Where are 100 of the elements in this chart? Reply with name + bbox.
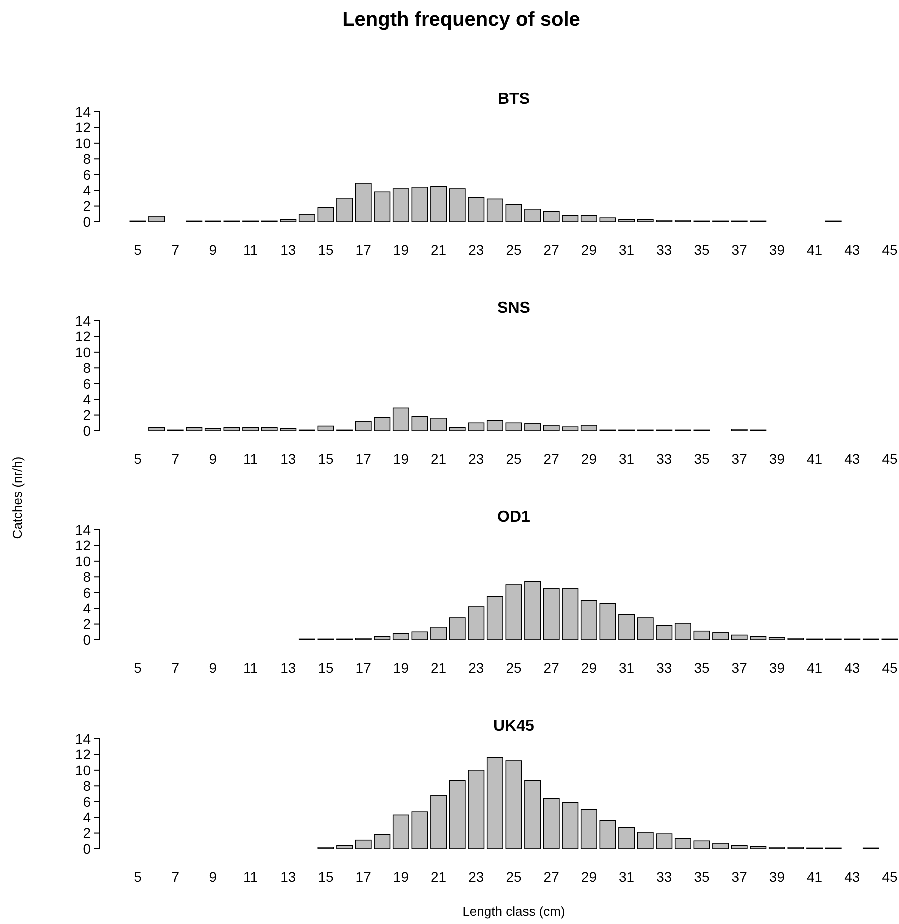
bar [618, 219, 636, 222]
bar [412, 187, 428, 222]
chart-title: OD1 [498, 509, 531, 526]
y-tick-label: 12 [75, 746, 92, 763]
bar [318, 207, 334, 222]
bar [468, 770, 485, 850]
bar [374, 417, 391, 432]
bar [355, 840, 372, 850]
bar [580, 215, 598, 222]
bar [674, 838, 692, 850]
text: Length frequency of sole [342, 9, 580, 31]
bar [562, 426, 579, 432]
y-tick-label: 14 [75, 104, 92, 120]
y-tick-label: 10 [75, 553, 92, 570]
x-tick-label: 41 [807, 869, 823, 885]
bar [524, 780, 542, 850]
x-tick-label: 23 [468, 660, 484, 676]
bar [580, 809, 598, 850]
bar [750, 846, 767, 850]
y-tick-label: 8 [83, 569, 92, 586]
x-tick-label: 17 [356, 660, 372, 676]
bar [430, 418, 448, 432]
x-tick-label: 7 [172, 660, 180, 676]
x-tick-label: 21 [431, 451, 447, 467]
x-tick-label: 35 [694, 242, 710, 258]
x-tick-label: 29 [581, 242, 598, 258]
bar [486, 596, 504, 640]
x-tick-label: 15 [318, 660, 334, 676]
x-tick-label: 7 [172, 869, 180, 885]
bar [280, 428, 297, 432]
x-tick-label: 11 [244, 869, 258, 885]
bar [543, 211, 560, 222]
y-tick-label: 0 [83, 422, 92, 439]
x-tick-label: 7 [172, 451, 180, 467]
x-tick-label: 41 [807, 660, 823, 676]
bar [543, 425, 560, 432]
bar [392, 188, 410, 222]
bar [186, 427, 203, 432]
x-tick-label: 25 [506, 451, 522, 467]
y-tick-label: 12 [75, 328, 92, 345]
x-tick-label: 41 [807, 451, 823, 467]
x-tick-label: 9 [209, 242, 218, 258]
x-tick-label: 21 [431, 242, 447, 258]
bar [468, 422, 485, 432]
bar [731, 845, 748, 850]
x-tick-label: 31 [619, 869, 635, 885]
x-tick-label: 27 [544, 869, 560, 885]
x-axis-title: Length class (cm) [462, 904, 566, 919]
bar [562, 802, 579, 850]
x-tick-label: 33 [656, 451, 672, 467]
x-tick-label: 17 [356, 451, 372, 467]
bar [562, 215, 579, 222]
bar [562, 588, 579, 640]
y-tick-label: 12 [75, 538, 92, 554]
x-tick-label: 43 [844, 869, 860, 885]
bar [148, 216, 166, 222]
x-tick-label: 23 [468, 869, 484, 885]
x-tick-label: 13 [280, 869, 296, 885]
bar [374, 834, 391, 850]
bar [392, 633, 410, 640]
bar [694, 840, 710, 850]
x-tick-label: 17 [356, 242, 372, 258]
bar [750, 636, 767, 640]
bar [694, 630, 710, 640]
bar [506, 204, 522, 222]
bar [412, 632, 428, 640]
bar [242, 427, 260, 432]
x-tick-label: 15 [318, 451, 334, 467]
x-tick-label: 5 [134, 869, 142, 885]
bar [392, 408, 410, 432]
y-tick-label: 4 [83, 809, 92, 826]
x-tick-label: 19 [393, 869, 410, 885]
x-tick-label: 33 [656, 660, 672, 676]
bar [261, 427, 278, 432]
y-tick-label: 0 [83, 840, 92, 857]
y-tick-label: 4 [83, 182, 92, 198]
bar [600, 603, 616, 640]
x-tick-label: 23 [468, 242, 484, 258]
bar [449, 427, 466, 432]
x-tick-label: 41 [807, 242, 823, 258]
x-tick-label: 21 [431, 660, 447, 676]
bar [524, 581, 542, 640]
x-tick-label: 15 [318, 869, 334, 885]
y-tick-label: 2 [83, 407, 92, 424]
x-tick-label: 29 [581, 451, 598, 467]
bar [280, 219, 297, 222]
x-tick-label: 9 [209, 451, 218, 467]
y-tick-label: 12 [75, 120, 92, 136]
bar [298, 214, 316, 222]
bar [392, 814, 410, 850]
x-tick-label: 35 [694, 451, 710, 467]
bar [656, 625, 673, 640]
bar [618, 614, 636, 640]
x-tick-label: 35 [694, 660, 710, 676]
bar [148, 427, 166, 432]
bar [430, 627, 448, 640]
x-tick-label: 45 [882, 660, 898, 676]
bar [600, 820, 616, 850]
bar [449, 618, 466, 640]
chart-title: BTS [498, 91, 530, 108]
